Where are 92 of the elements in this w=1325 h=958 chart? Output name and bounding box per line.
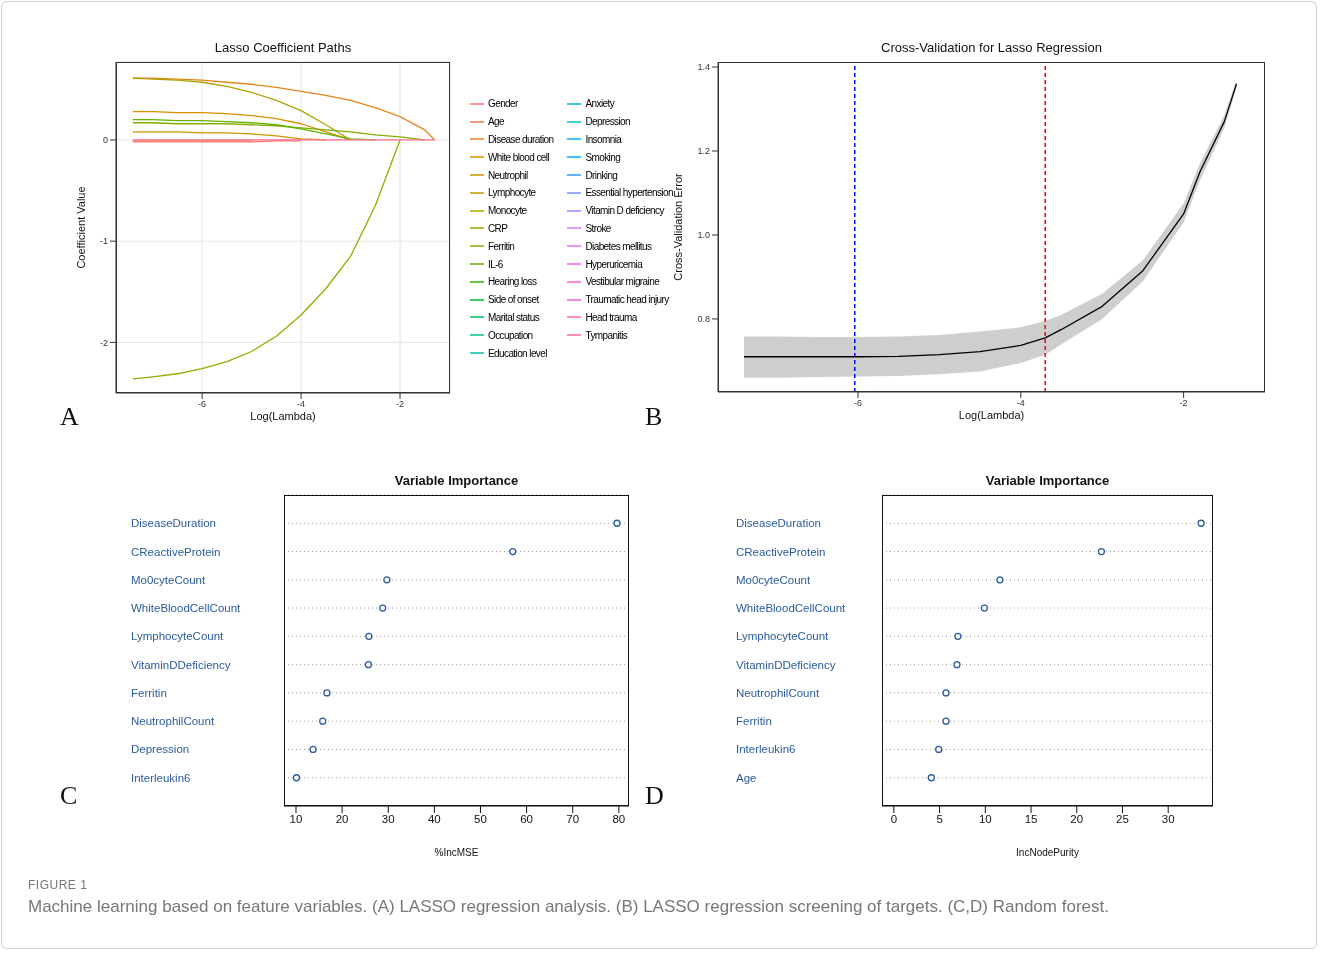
text: B (645, 402, 663, 432)
y-tick-label: DiseaseDuration (131, 517, 217, 530)
y-tick-label: 1.4 (697, 62, 710, 73)
legend-label: Lymphocyte (488, 187, 536, 199)
legend-label: Education level (488, 347, 547, 359)
x-tick-label: 70 (566, 813, 580, 826)
legend-label: Marital status (488, 311, 540, 323)
x-tick-label: -4 (297, 399, 306, 410)
y-tick-label: NeutrophilCount (131, 715, 215, 728)
legend-label: Tympanitis (585, 329, 628, 341)
y-tick-label: -1 (99, 236, 108, 247)
legend-label: Hearing loss (488, 276, 537, 288)
y-tick-label: Mo0cyteCount (736, 573, 811, 586)
x-axis-title: Log(Lambda) (958, 409, 1025, 421)
legend-label: Monocyte (488, 205, 527, 217)
chart-title: Variable Importance (984, 473, 1111, 488)
legend-label: Neutrophil (488, 169, 528, 181)
x-axis-title: IncNodePurity (1016, 847, 1079, 858)
legend-label: Gender (488, 98, 518, 110)
legend-label: Occupation (488, 329, 533, 341)
x-tick-label: 20 (1070, 813, 1084, 826)
x-tick-label: -2 (396, 399, 405, 410)
y-tick-label: WhiteBloodCellCount (736, 602, 847, 615)
x-tick-label: 30 (381, 813, 395, 826)
legend-label: Depression (585, 116, 631, 128)
legend-label: CRP (488, 222, 508, 234)
y-tick-label: LymphocyteCount (736, 630, 830, 643)
text: A (60, 402, 79, 432)
chart-title: Cross-Validation for Lasso Regression (880, 40, 1103, 55)
y-tick-label: VitaminDDeficiency (736, 658, 836, 671)
x-tick-label: -6 (854, 398, 863, 409)
y-tick-label: Ferritin (736, 715, 772, 728)
y-tick-label: 1.2 (697, 146, 710, 157)
legend-label: Vestibular migraine (585, 276, 660, 288)
y-tick-label: CReactiveProtein (131, 545, 221, 558)
x-tick-label: 0 (890, 813, 898, 826)
legend-label: Disease duration (488, 133, 554, 145)
x-tick-label: 80 (612, 813, 626, 826)
y-tick-label: VitaminDDeficiency (131, 658, 231, 671)
legend-label: Head trauma (585, 311, 637, 323)
x-tick-label: -6 (198, 399, 207, 410)
x-tick-label: -2 (1179, 398, 1188, 409)
legend-label: Insomnia (585, 133, 622, 145)
x-tick-label: 20 (335, 813, 349, 826)
legend-label: Ferritin (488, 240, 515, 252)
x-tick-label: 30 (1161, 813, 1175, 826)
legend-label: Smoking (585, 151, 621, 163)
legend-label: Side of onset (488, 294, 539, 306)
y-tick-label: CReactiveProtein (736, 545, 826, 558)
legend-label: Anxiety (585, 98, 615, 110)
y-tick-label: Ferritin (131, 686, 167, 699)
y-tick-label: NeutrophilCount (736, 686, 820, 699)
x-tick-label: 40 (427, 813, 441, 826)
x-axis-title: %IncMSE (434, 847, 479, 858)
text: Machine learning based on feature variables. (A) LASSO regression analysis. (B) LASSO regression screening of targets. (C,D) Random forest. (28, 897, 1109, 917)
legend-label: IL-6 (488, 258, 503, 270)
text: D (645, 781, 664, 811)
caption: FIGURE 1 (28, 878, 89, 892)
y-tick-label: Depression (131, 743, 190, 756)
y-tick-label: WhiteBloodCellCount (131, 602, 242, 615)
chart-title: Variable Importance (393, 473, 520, 488)
x-tick-label: 25 (1116, 813, 1129, 826)
x-tick-label: 5 (936, 813, 943, 826)
text: C (60, 781, 78, 811)
legend-label: Traumatic head injury (585, 294, 669, 306)
x-tick-label: 10 (978, 813, 992, 826)
x-tick-label: 50 (474, 813, 487, 826)
y-tick-label: 0.8 (697, 314, 710, 325)
y-tick-label: Mo0cyteCount (131, 573, 206, 586)
y-tick-label: DiseaseDuration (736, 517, 822, 530)
y-tick-label: 1.0 (697, 230, 710, 241)
legend-label: Essential hypertension (585, 187, 673, 199)
x-tick-label: 10 (289, 813, 303, 826)
y-tick-label: -2 (99, 337, 108, 348)
y-tick-label: LymphocyteCount (131, 630, 225, 643)
chart-title: Lasso Coefficient Paths (213, 40, 353, 55)
y-tick-label: 0 (102, 135, 108, 146)
x-tick-label: 60 (520, 813, 534, 826)
legend-label: Drinking (585, 169, 618, 181)
legend-label: Age (488, 116, 504, 128)
x-tick-label: -4 (1016, 398, 1025, 409)
legend-label: Diabetes mellitus (585, 240, 652, 252)
x-axis-title: Log(Lambda) (250, 410, 316, 422)
legend-label: Vitamin D deficiency (585, 205, 664, 217)
y-tick-label: Interleukin6 (736, 743, 796, 756)
x-tick-label: 15 (1024, 813, 1038, 826)
legend-label: Hyperuricemia (585, 258, 643, 270)
y-tick-label: Age (736, 771, 757, 784)
legend-label: Stroke (585, 222, 611, 234)
legend-label: White blood cell (488, 151, 549, 163)
y-tick-label: Interleukin6 (131, 771, 191, 784)
y-axis-title: Coefficient Value (74, 186, 87, 269)
